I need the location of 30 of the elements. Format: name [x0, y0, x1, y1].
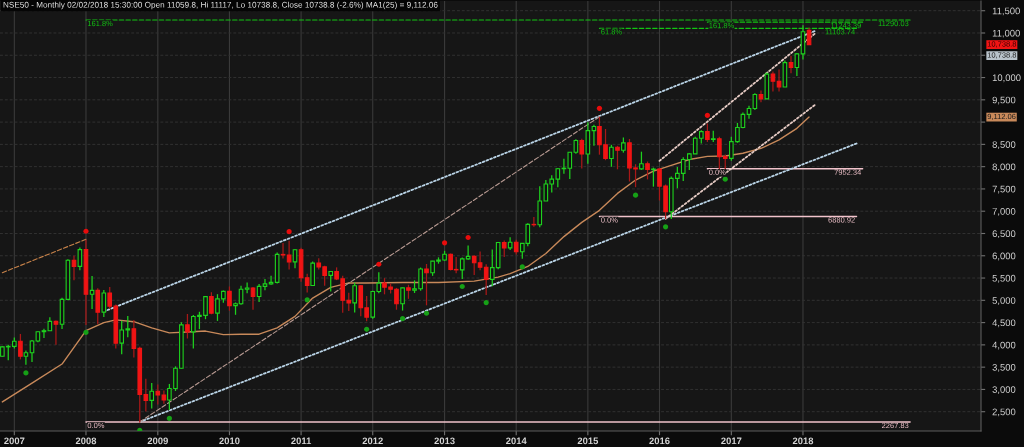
y-tick-label: 3,500: [992, 363, 1016, 372]
x-tick-label: 2016: [649, 437, 670, 445]
y-tick-label: 7,500: [992, 185, 1016, 194]
x-tick-label: 2015: [577, 437, 599, 445]
x-tick-label: 2008: [75, 437, 97, 445]
x-tick-label: 2013: [434, 437, 455, 445]
y-tick-label: 11,000: [992, 29, 1020, 38]
x-tick-label: 2011: [291, 437, 312, 445]
x-tick-label: 2012: [362, 437, 383, 445]
y-tick-label: 4,000: [992, 341, 1016, 350]
y-tick-label: 5,000: [992, 297, 1016, 305]
x-tick-label: 2007: [4, 437, 25, 445]
y-tick-label: 9,500: [992, 96, 1016, 105]
y-tick-label: 6,000: [992, 252, 1016, 261]
y-tick-label: 4,500: [992, 319, 1016, 328]
y-tick-label: 8,500: [992, 141, 1016, 150]
y-tick-label: 2,500: [992, 408, 1016, 417]
y-tick-label: 5,500: [992, 274, 1016, 283]
y-tick-label: 11,500: [992, 7, 1020, 16]
x-tick-label: 2018: [792, 437, 814, 445]
y-tick-label: 3,000: [992, 386, 1016, 395]
x-tick-label: 2010: [219, 437, 240, 445]
y-tick-label: 8,000: [992, 163, 1016, 172]
x-tick-label: 2014: [506, 437, 527, 445]
x-tick-label: 2009: [147, 437, 168, 445]
y-tick-label: 7,000: [992, 208, 1016, 216]
y-tick-label: 10,000: [992, 74, 1021, 83]
y-tick-label: 6,500: [992, 230, 1016, 239]
chart-title: NSE50 - Monthly 02/02/2018 15:30:00 Open 11059.8, Hi 11117, Lo 10738.8, Close 10738.8 (-2.6%) MA1(25) = 9,112.06: [3, 1, 438, 10]
x-tick-label: 2017: [721, 437, 742, 445]
